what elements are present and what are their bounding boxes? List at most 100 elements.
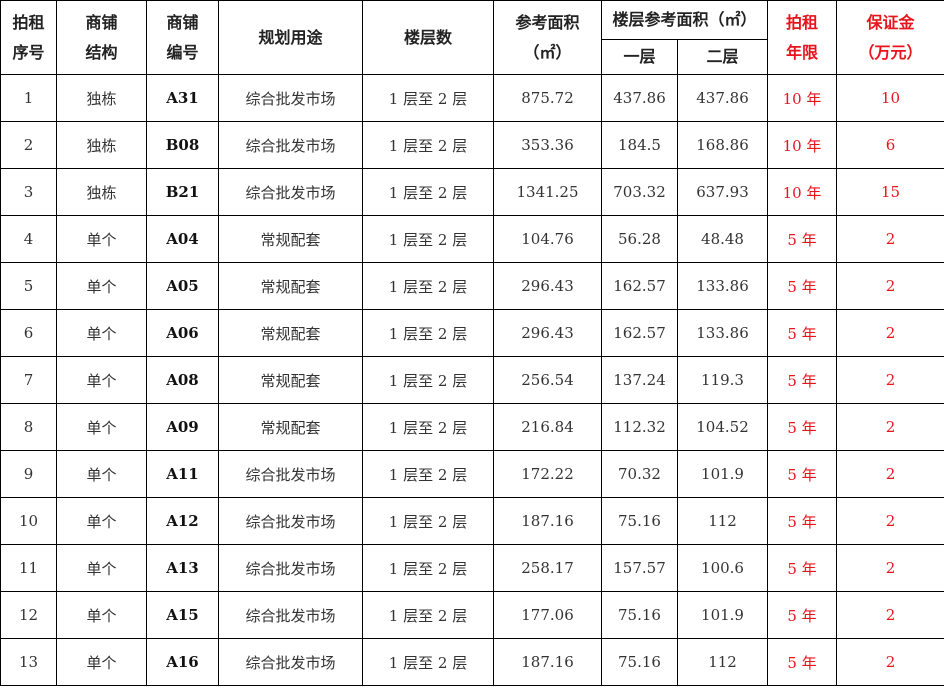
cell-deposit: 10	[836, 74, 944, 122]
cell-term: 5 年	[767, 356, 838, 404]
header-code: 商铺 编号	[146, 0, 219, 75]
table-row: 2 独栋 B08 综合批发市场 1 层至 2 层 353.36 184.5 168.86 10 …	[0, 121, 944, 169]
cell-seq: 6	[0, 309, 57, 357]
cell-seq: 12	[0, 591, 57, 639]
cell-seq: 5	[0, 262, 57, 310]
cell-floor1-area: 137.24	[601, 356, 678, 404]
header-floor1: 一层	[601, 39, 678, 75]
cell-term: 10 年	[767, 121, 838, 169]
cell-floors: 1 层至 2 层	[362, 544, 494, 592]
cell-area: 104.76	[493, 215, 602, 263]
cell-term: 10 年	[767, 168, 838, 216]
cell-floor2-area: 133.86	[676, 309, 769, 357]
cell-floor2-area: 112	[676, 638, 769, 686]
cell-code: A13	[146, 544, 219, 592]
cell-usage: 常规配套	[218, 215, 363, 263]
cell-floors: 1 层至 2 层	[362, 638, 494, 686]
cell-deposit: 6	[836, 121, 944, 169]
cell-floor2-area: 637.93	[676, 168, 769, 216]
cell-floor1-area: 75.16	[601, 591, 678, 639]
cell-term: 5 年	[767, 591, 838, 639]
cell-structure: 单个	[56, 544, 147, 592]
cell-term: 10 年	[767, 74, 838, 122]
header-area: 参考面积 （㎡）	[493, 0, 602, 75]
cell-floor1-area: 437.86	[601, 74, 678, 122]
cell-structure: 独栋	[56, 121, 147, 169]
header-deposit: 保证金 （万元）	[836, 0, 944, 75]
cell-term: 5 年	[767, 450, 838, 498]
cell-usage: 常规配套	[218, 309, 363, 357]
cell-code: A15	[146, 591, 219, 639]
cell-code: A04	[146, 215, 219, 263]
cell-code: A06	[146, 309, 219, 357]
cell-deposit: 2	[836, 356, 944, 404]
cell-structure: 单个	[56, 403, 147, 451]
cell-structure: 独栋	[56, 74, 147, 122]
cell-seq: 11	[0, 544, 57, 592]
cell-floors: 1 层至 2 层	[362, 497, 494, 545]
cell-seq: 9	[0, 450, 57, 498]
cell-area: 256.54	[493, 356, 602, 404]
cell-code: A12	[146, 497, 219, 545]
cell-seq: 3	[0, 168, 57, 216]
cell-area: 177.06	[493, 591, 602, 639]
cell-deposit: 2	[836, 591, 944, 639]
cell-floors: 1 层至 2 层	[362, 309, 494, 357]
cell-area: 258.17	[493, 544, 602, 592]
cell-structure: 单个	[56, 591, 147, 639]
table-row: 11 单个 A13 综合批发市场 1 层至 2 层 258.17 157.57 100.6 5 …	[0, 544, 944, 592]
cell-seq: 7	[0, 356, 57, 404]
cell-usage: 常规配套	[218, 356, 363, 404]
cell-deposit: 2	[836, 309, 944, 357]
cell-structure: 单个	[56, 497, 147, 545]
cell-floor1-area: 75.16	[601, 497, 678, 545]
cell-code: A31	[146, 74, 219, 122]
cell-area: 1341.25	[493, 168, 602, 216]
cell-floors: 1 层至 2 层	[362, 591, 494, 639]
cell-seq: 4	[0, 215, 57, 263]
header-floor-area: 楼层参考面积（㎡）	[600, 0, 769, 40]
cell-floors: 1 层至 2 层	[362, 168, 494, 216]
cell-deposit: 2	[836, 544, 944, 592]
cell-floor2-area: 104.52	[676, 403, 769, 451]
cell-area: 187.16	[493, 638, 602, 686]
header-floors: 楼层数	[362, 0, 494, 75]
cell-deposit: 15	[836, 168, 944, 216]
cell-floor1-area: 56.28	[601, 215, 678, 263]
table-row: 3 独栋 B21 综合批发市场 1 层至 2 层 1341.25 703.32 637.93 1…	[0, 168, 944, 216]
cell-floor1-area: 112.32	[601, 403, 678, 451]
cell-floor2-area: 133.86	[676, 262, 769, 310]
cell-floors: 1 层至 2 层	[362, 121, 494, 169]
cell-usage: 综合批发市场	[218, 591, 363, 639]
cell-floors: 1 层至 2 层	[362, 356, 494, 404]
cell-code: A08	[146, 356, 219, 404]
cell-floor2-area: 100.6	[676, 544, 769, 592]
cell-deposit: 2	[836, 638, 944, 686]
cell-seq: 10	[0, 497, 57, 545]
cell-usage: 常规配套	[218, 403, 363, 451]
cell-term: 5 年	[767, 638, 838, 686]
cell-structure: 独栋	[56, 168, 147, 216]
cell-floors: 1 层至 2 层	[362, 403, 494, 451]
cell-usage: 综合批发市场	[218, 168, 363, 216]
cell-structure: 单个	[56, 215, 147, 263]
cell-structure: 单个	[56, 450, 147, 498]
cell-floors: 1 层至 2 层	[362, 215, 494, 263]
cell-deposit: 2	[836, 403, 944, 451]
cell-area: 296.43	[493, 309, 602, 357]
cell-usage: 综合批发市场	[218, 497, 363, 545]
cell-code: B21	[146, 168, 219, 216]
header-floor2: 二层	[676, 39, 769, 75]
cell-floor2-area: 437.86	[676, 74, 769, 122]
cell-structure: 单个	[56, 638, 147, 686]
cell-structure: 单个	[56, 262, 147, 310]
cell-floor2-area: 119.3	[676, 356, 769, 404]
cell-term: 5 年	[767, 215, 838, 263]
cell-area: 216.84	[493, 403, 602, 451]
cell-seq: 1	[0, 74, 57, 122]
